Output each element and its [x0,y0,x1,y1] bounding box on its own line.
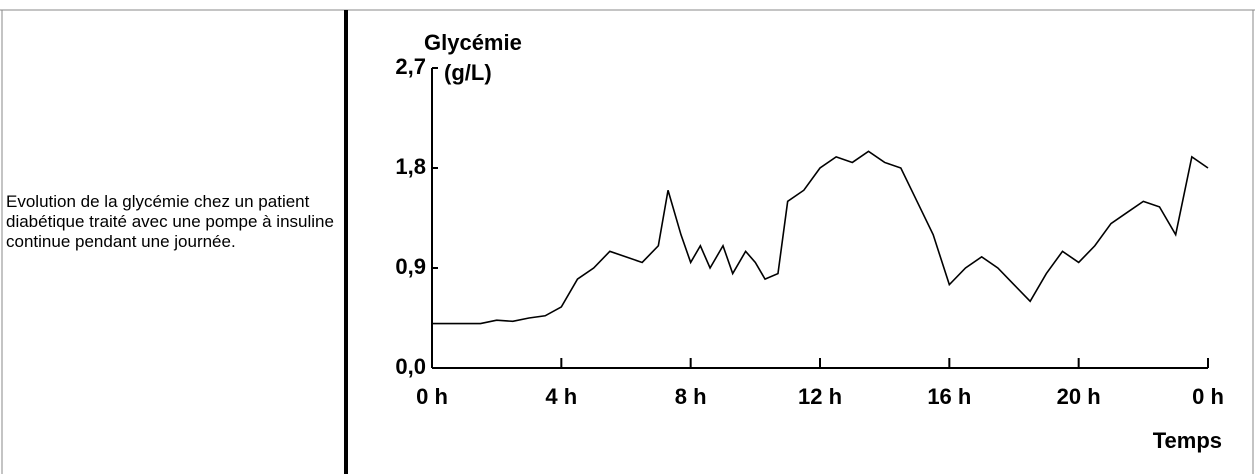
data-line [432,150,1209,325]
x-label: Temps [1153,428,1222,453]
x-tick-label: 4 h [545,384,577,409]
y-tick-label: 2,7 [395,54,426,79]
x-tick-label: 20 h [1057,384,1101,409]
caption: Evolution de la glycémie chez un patient… [6,192,334,251]
y-tick-label: 1,8 [395,154,426,179]
x-tick-label: 12 h [798,384,842,409]
y-tick-label: 0,9 [395,254,426,279]
x-tick-label: 0 h [416,384,448,409]
x-tick-label: 0 h [1192,384,1224,409]
x-tick-label: 8 h [675,384,707,409]
x-tick-label: 16 h [927,384,971,409]
y-label: Glycémie [424,30,522,55]
y-tick-label: 0,0 [395,354,426,379]
y-unit: (g/L) [444,60,492,85]
